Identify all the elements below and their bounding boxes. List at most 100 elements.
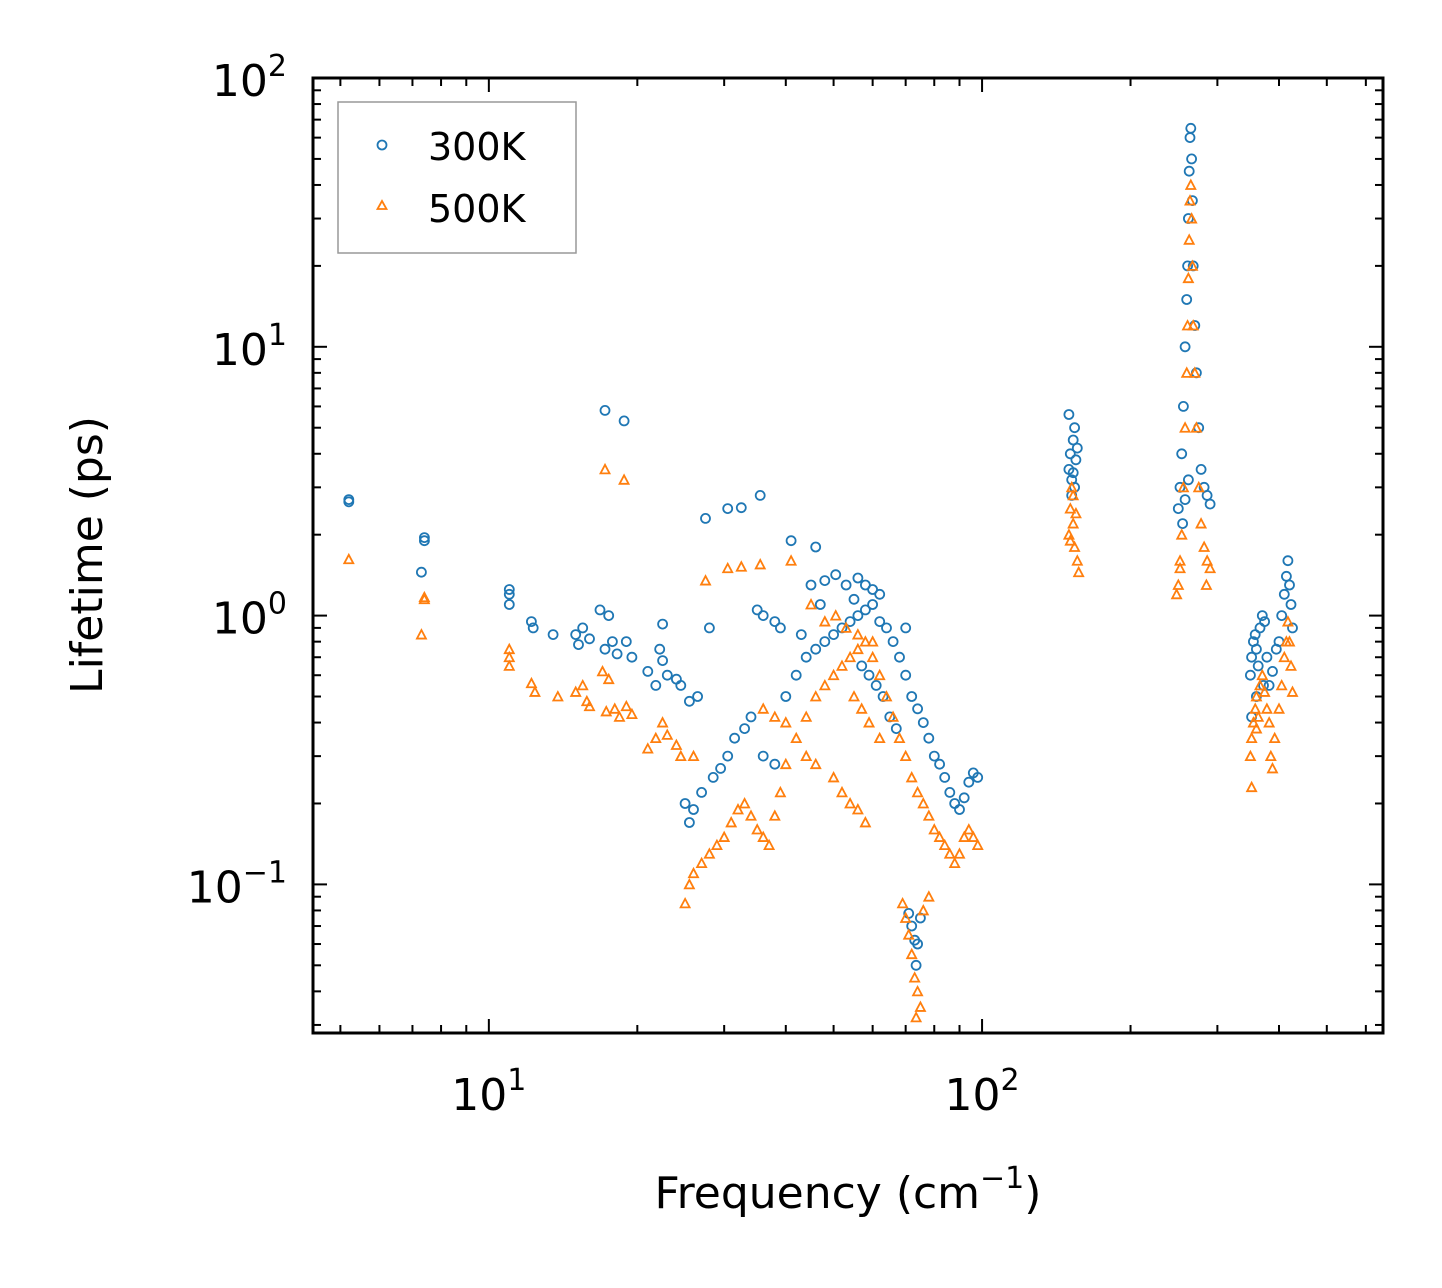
data-point-300k [874, 588, 886, 600]
data-point-300k [654, 643, 666, 655]
data-point-300k [607, 636, 618, 647]
data-point-500k [829, 609, 842, 621]
data-point-500k [687, 749, 700, 762]
data-point-300k [650, 680, 662, 691]
data-point-300k [1284, 579, 1295, 591]
data-point-500k [613, 710, 626, 722]
data-point-300k [618, 415, 630, 427]
legend: 300K 500K [337, 101, 577, 254]
data-point-500k [768, 710, 781, 722]
data-point-300k [1201, 489, 1213, 501]
data-point-500k [1200, 578, 1213, 590]
data-point-500k [958, 830, 971, 842]
y-tick-label: 10−1 [187, 855, 287, 913]
data-point-500k [763, 838, 776, 851]
data-point-500k [848, 690, 861, 702]
data-point-500k [844, 650, 857, 663]
data-point-300k [1251, 643, 1262, 655]
data-point-500k [790, 731, 803, 744]
data-point-500k [656, 716, 669, 728]
data-point-500k [661, 728, 674, 740]
data-point-300k [1195, 463, 1207, 475]
data-point-500k [718, 830, 731, 842]
data-point-300k [1067, 434, 1079, 446]
data-point-300k [1063, 409, 1075, 420]
data-point-500k [835, 785, 848, 798]
data-point-500k [528, 685, 541, 697]
data-point-500k [1067, 517, 1080, 529]
series-500k-points [342, 178, 1299, 1023]
data-point-300k [1067, 467, 1079, 479]
data-point-500k [859, 816, 872, 828]
data-point-500k [1184, 178, 1197, 190]
data-point-500k [805, 598, 818, 610]
data-point-500k [757, 702, 770, 714]
data-point-500k [1175, 528, 1188, 540]
data-point-500k [911, 984, 924, 997]
data-point-300k [906, 691, 918, 702]
data-point-500k [873, 668, 886, 681]
y-tick-label: 102 [212, 49, 287, 107]
data-point-300k [830, 569, 842, 581]
data-point-300k [573, 639, 584, 650]
x-axis-label-main: Frequency (cm [655, 1168, 981, 1219]
data-point-300k [1176, 448, 1188, 460]
data-point-300k [503, 588, 515, 600]
data-point-500k [851, 803, 864, 815]
data-point-500k [1256, 668, 1269, 681]
data-point-500k [774, 785, 787, 798]
data-point-300k [1181, 294, 1193, 305]
data-point-300k [599, 643, 611, 655]
data-point-500k [687, 866, 700, 879]
data-point-300k [867, 599, 878, 610]
data-point-300k [547, 629, 559, 640]
data-point-500k [866, 650, 879, 663]
data-point-500k [1067, 488, 1080, 501]
data-point-500k [1263, 716, 1276, 728]
x-axis-label-end: ) [1024, 1168, 1041, 1219]
data-point-300k [684, 817, 695, 828]
data-point-500k [649, 731, 662, 744]
data-point-300k [1278, 588, 1290, 600]
data-point-300k [963, 776, 975, 788]
data-point-500k [415, 628, 428, 640]
data-point-300k [939, 772, 951, 783]
data-point-300k [819, 636, 831, 647]
data-point-300k [944, 787, 956, 798]
data-point-500k [418, 592, 431, 605]
data-point-300k [923, 732, 935, 744]
data-point-500k [911, 785, 924, 798]
data-point-500k [914, 1000, 927, 1012]
data-point-300k [418, 532, 430, 543]
data-point-500k [971, 838, 984, 851]
data-point-500k [1247, 716, 1260, 728]
data-point-500k [967, 830, 980, 842]
data-point-500k [779, 716, 792, 728]
data-point-500k [1204, 561, 1217, 574]
data-point-300k [856, 660, 868, 672]
data-point-300k [626, 651, 638, 663]
data-point-300k [1184, 132, 1196, 144]
data-point-300k [828, 629, 839, 640]
data-point-300k [661, 669, 673, 681]
data-point-300k [912, 938, 923, 950]
data-point-300k [729, 732, 740, 744]
data-point-500k [893, 731, 906, 744]
data-point-500k [683, 877, 696, 890]
data-point-300k [848, 593, 860, 605]
data-point-500k [1264, 749, 1277, 762]
data-point-500k [618, 473, 631, 485]
data-point-500k [503, 659, 516, 671]
data-point-500k [1192, 480, 1205, 493]
data-point-500k [1071, 554, 1084, 566]
data-point-500k [917, 797, 930, 809]
data-point-300k [503, 599, 515, 610]
data-point-500k [1172, 578, 1185, 590]
data-point-500k [721, 561, 734, 574]
data-point-500k [1253, 678, 1266, 691]
data-point-500k [1187, 319, 1200, 331]
data-point-500k [569, 685, 582, 697]
data-point-300k [819, 575, 831, 586]
